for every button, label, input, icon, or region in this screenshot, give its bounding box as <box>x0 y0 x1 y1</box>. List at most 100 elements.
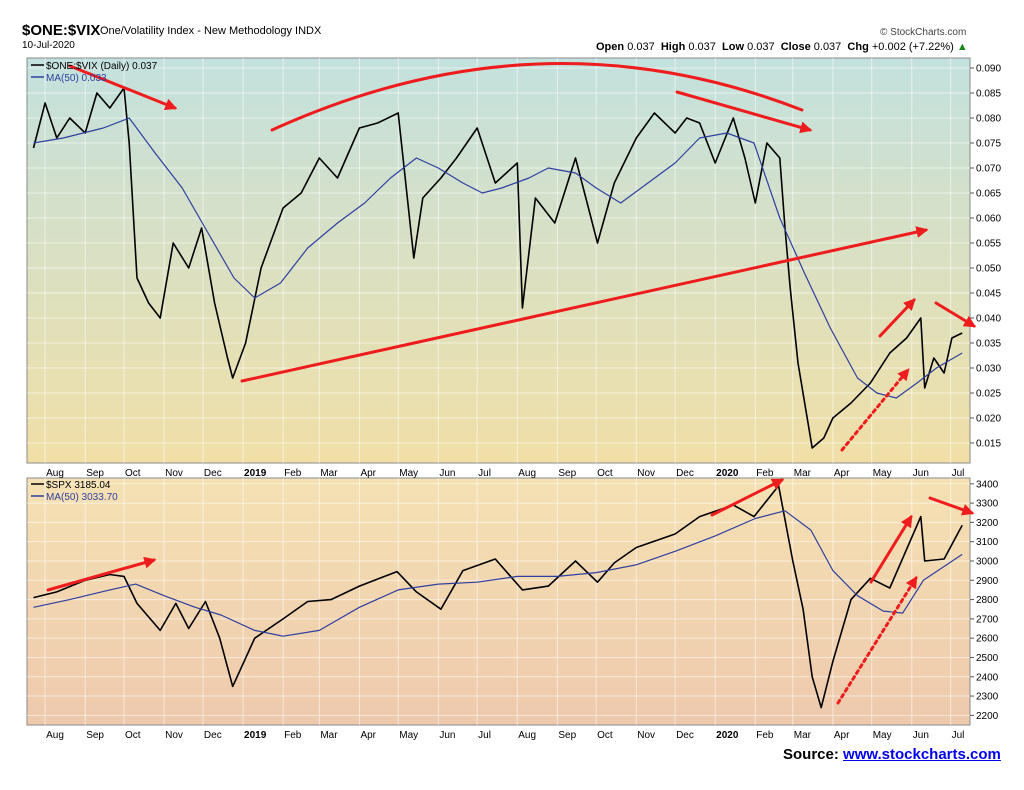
top-legend: $ONE:$VIX (Daily) 0.037 MA(50) 0.033 <box>31 61 158 84</box>
y-tick-label: 0.020 <box>976 414 1001 425</box>
x-tick-label: May <box>399 730 418 741</box>
high-label: High <box>660 41 686 53</box>
x-tick-label: 2020 <box>716 468 739 479</box>
x-tick-label: Dec <box>204 468 222 479</box>
ohlc-readout: Open 0.037 High 0.037 Low 0.037 Close 0.… <box>596 41 968 53</box>
y-tick-label: 2200 <box>976 711 999 722</box>
y-tick-label: 0.090 <box>976 64 1001 75</box>
bottom-panel-y-axis: 3400 3300 3200 3100 3000 2900 2800 2700 2600 2500… <box>970 479 999 722</box>
x-tick-label: Apr <box>834 730 850 741</box>
x-tick-label: Dec <box>676 730 694 741</box>
price-series-line <box>32 87 963 449</box>
x-tick-label: Jun <box>913 730 929 741</box>
x-tick-label: 2019 <box>244 730 267 741</box>
y-tick-label: 0.050 <box>976 264 1001 275</box>
x-tick-label: Jun <box>439 730 455 741</box>
x-tick-label: Aug <box>518 468 536 479</box>
annotation-layer <box>46 62 977 705</box>
y-tick-label: 3100 <box>976 537 999 548</box>
y-tick-label: 0.055 <box>976 239 1001 250</box>
annotation-arc <box>270 62 804 132</box>
chg-value: +0.002 (+7.22%) <box>871 41 954 53</box>
x-tick-label: Feb <box>284 468 302 479</box>
bottom-panel-x-axis: Aug Sep Oct Nov Dec 2019 Feb Mar Apr May Jun Jul Aug… <box>46 730 964 741</box>
x-tick-label: Aug <box>46 468 64 479</box>
y-tick-label: 0.025 <box>976 389 1001 400</box>
x-tick-label: Nov <box>637 730 655 741</box>
x-tick-label: Nov <box>637 468 655 479</box>
close-label: Close <box>780 41 811 53</box>
y-tick-label: 0.060 <box>976 214 1001 225</box>
x-tick-label: Mar <box>320 468 338 479</box>
x-tick-label: Dec <box>676 468 694 479</box>
x-tick-label: Sep <box>86 468 104 479</box>
x-tick-label: Nov <box>165 468 183 479</box>
y-tick-label: 2400 <box>976 672 999 683</box>
x-tick-label: Jul <box>952 730 965 741</box>
x-tick-label: May <box>873 468 892 479</box>
x-tick-label: Jul <box>478 468 491 479</box>
x-tick-label: Jun <box>439 468 455 479</box>
annotation-arrow <box>46 556 157 592</box>
x-tick-label: Jul <box>478 730 491 741</box>
y-tick-label: 0.035 <box>976 339 1001 350</box>
x-tick-label: May <box>399 468 418 479</box>
x-tick-label: Sep <box>86 730 104 741</box>
y-tick-label: 2600 <box>976 634 999 645</box>
x-tick-label: 2019 <box>244 468 267 479</box>
y-tick-label: 2500 <box>976 653 999 664</box>
y-tick-label: 3300 <box>976 499 999 510</box>
brand-watermark: © StockCharts.com <box>880 27 967 38</box>
x-tick-label: Apr <box>360 468 376 479</box>
legend-spx-ma: MA(50) 3033.70 <box>46 492 118 503</box>
y-tick-label: 2800 <box>976 595 999 606</box>
close-value: 0.037 <box>813 41 842 53</box>
x-tick-label: Mar <box>320 730 338 741</box>
annotation-arrow <box>928 496 975 516</box>
legend-price: $ONE:$VIX (Daily) 0.037 <box>46 61 158 72</box>
annotation-arrow <box>675 90 813 134</box>
open-label: Open <box>596 41 625 53</box>
source-label: Source: <box>783 746 839 763</box>
x-tick-label: Nov <box>165 730 183 741</box>
y-tick-label: 0.015 <box>976 439 1001 450</box>
x-tick-label: Feb <box>756 468 774 479</box>
x-tick-label: Mar <box>794 730 812 741</box>
y-tick-label: 0.030 <box>976 364 1001 375</box>
y-tick-label: 3200 <box>976 518 999 529</box>
annotation-arrow <box>869 514 913 584</box>
legend-spx: $SPX 3185.04 <box>46 480 111 491</box>
ma-series-line <box>33 117 963 399</box>
chart-date: 10-Jul-2020 <box>22 40 75 51</box>
x-tick-label: Aug <box>46 730 64 741</box>
x-tick-label: 2020 <box>716 730 739 741</box>
annotation-arrow <box>934 301 977 328</box>
open-value: 0.037 <box>627 41 655 53</box>
x-tick-label: May <box>873 730 892 741</box>
y-tick-label: 3000 <box>976 556 999 567</box>
y-tick-label: 0.080 <box>976 114 1001 125</box>
y-tick-label: 3400 <box>976 479 999 490</box>
y-tick-label: 0.070 <box>976 164 1001 175</box>
x-tick-label: Aug <box>518 730 536 741</box>
source-link[interactable]: www.stockcharts.com <box>843 746 1001 763</box>
high-value: 0.037 <box>688 41 716 53</box>
ma-series-line <box>33 510 963 637</box>
source-credit: Source: www.stockcharts.com <box>783 746 1001 763</box>
x-tick-label: Sep <box>558 730 576 741</box>
x-tick-label: Apr <box>834 468 850 479</box>
annotation-dotted-arrow <box>836 575 918 705</box>
y-tick-label: 0.045 <box>976 289 1001 300</box>
top-panel-x-axis: Aug Sep Oct Nov Dec 2019 Feb Mar Apr May Jun Jul Aug… <box>46 468 964 479</box>
bottom-panel-background <box>26 477 971 726</box>
x-tick-label: Feb <box>284 730 302 741</box>
price-series-line <box>33 484 963 709</box>
y-tick-label: 0.075 <box>976 139 1001 150</box>
x-tick-label: Jul <box>952 468 965 479</box>
x-tick-label: Oct <box>125 730 141 741</box>
up-arrow-icon: ▲ <box>956 41 968 53</box>
legend-ma: MA(50) 0.033 <box>46 73 107 84</box>
x-tick-label: Feb <box>756 730 774 741</box>
x-tick-label: Apr <box>360 730 376 741</box>
